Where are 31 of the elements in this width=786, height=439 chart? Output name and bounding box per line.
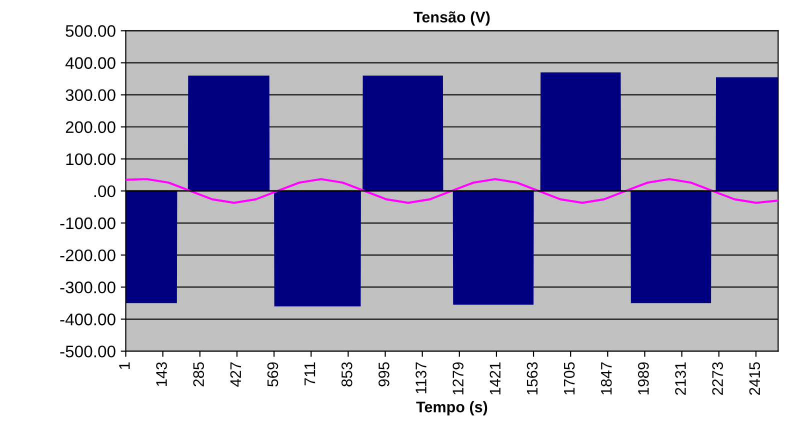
y-tick-label: -100.00 (60, 217, 116, 230)
x-tick-label: 1989 (638, 362, 649, 394)
y-tick-label: 300.00 (66, 89, 116, 102)
x-tick-label: 2273 (712, 362, 723, 395)
x-tick-label: 285 (193, 362, 204, 386)
x-tick-label: 1847 (600, 362, 612, 394)
y-tick-label: 500.00 (66, 25, 116, 37)
x-tick-label: 1137 (416, 362, 426, 394)
x-tick-label: 2415 (749, 362, 760, 395)
y-tick-label: -500.00 (60, 346, 116, 358)
x-tick-label: 427 (230, 362, 241, 387)
y-tick-label: -200.00 (60, 249, 116, 262)
y-tick-label: -400.00 (60, 314, 116, 326)
y-tick-label: .00 (94, 185, 116, 198)
x-tick-label: 1279 (452, 362, 464, 394)
x-tick-label: 143 (156, 362, 167, 386)
x-tick-label: 1421 (490, 362, 500, 394)
x-tick-label: 711 (304, 362, 316, 386)
y-tick-label: 100.00 (66, 153, 116, 166)
x-tick-label: 1563 (526, 362, 538, 394)
y-tick-label: -300.00 (60, 282, 116, 294)
y-tick-label: 400.00 (65, 57, 116, 69)
x-tick-label: 853 (341, 362, 352, 386)
x-tick-label: 2131 (675, 362, 686, 395)
x-tick-label: 995 (378, 362, 390, 386)
y-tick-label: 200.00 (66, 121, 116, 134)
x-axis-title: Tempo (s) (416, 401, 488, 416)
x-tick-label: 1 (119, 362, 130, 369)
x-tick-label: 569 (267, 362, 278, 386)
chart-title: Tensão (V) (414, 11, 490, 26)
x-tick-label: 1705 (564, 362, 575, 394)
